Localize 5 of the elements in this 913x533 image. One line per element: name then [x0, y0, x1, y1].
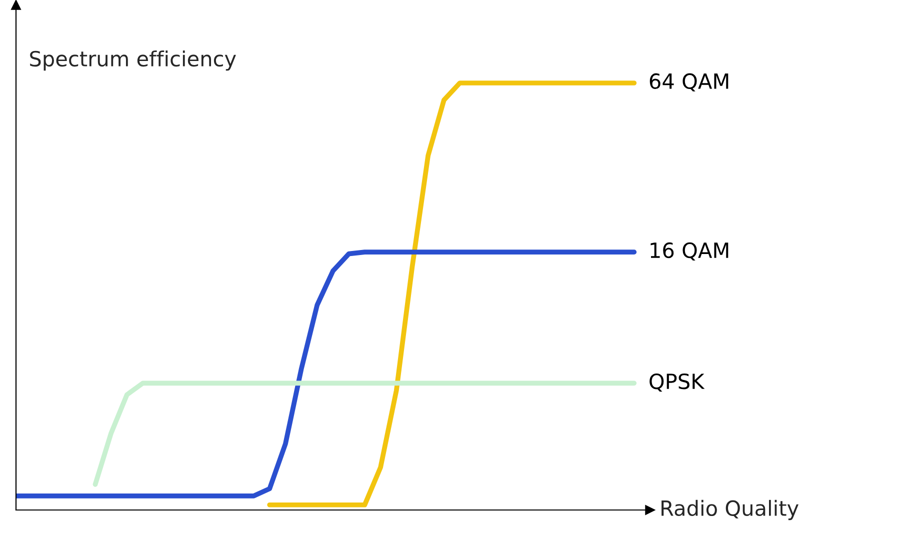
- series-label: QPSK: [650, 373, 705, 392]
- series-label: 64 QAM: [650, 73, 728, 92]
- x-axis-title: Radio Quality: [662, 500, 798, 520]
- series-label: 16 QAM: [650, 242, 728, 261]
- y-axis-title: Spectrum efficiency: [30, 50, 236, 71]
